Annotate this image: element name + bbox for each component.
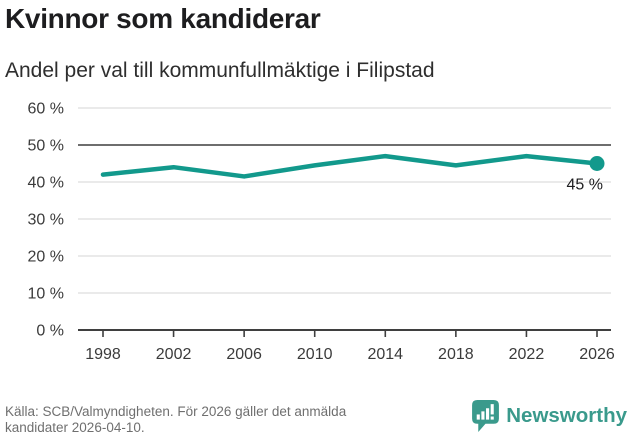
line-chart: 0 % 10 % 20 % 30 % 40 % 50 % 60 % 1998 2002 2006 2… — [28, 101, 615, 364]
badge-exclamation-dot — [490, 416, 495, 420]
y-tick-label: 0 % — [36, 323, 64, 340]
x-tick-label: 2022 — [509, 346, 545, 363]
x-tick-label: 2018 — [438, 346, 474, 363]
y-tick-label: 60 % — [28, 101, 64, 118]
x-tick-label: 2006 — [226, 346, 262, 363]
badge-exclamation-stem — [490, 404, 495, 415]
chart-subtitle: Andel per val till kommunfullmäktige i F… — [5, 59, 435, 82]
y-tick-label: 10 % — [28, 286, 64, 303]
source-note: Källa: SCB/Valmyndigheten. För 2026 gäll… — [5, 404, 346, 436]
x-tick-label: 2010 — [297, 346, 333, 363]
x-tick-label: 2026 — [579, 346, 615, 363]
newsworthy-logo: Newsworthy — [472, 400, 627, 432]
x-tick-label: 2002 — [156, 346, 192, 363]
newsworthy-badge-icon — [472, 400, 500, 432]
y-tick-label: 20 % — [28, 249, 64, 266]
end-point — [589, 156, 605, 171]
x-tick-label: 2014 — [367, 346, 403, 363]
newsworthy-wordmark: Newsworthy — [506, 404, 627, 427]
chart-title: Kvinnor som kandiderar — [5, 3, 321, 34]
y-tick-label: 50 % — [28, 138, 64, 155]
badge-bar-1 — [476, 414, 481, 420]
badge-bubble-shape — [472, 400, 500, 432]
end-point-label: 45 % — [567, 177, 603, 194]
source-line-2: kandidater 2026-04-10. — [5, 420, 145, 435]
data-line — [100, 153, 600, 179]
x-tick-label: 1998 — [85, 346, 121, 363]
source-line-1: Källa: SCB/Valmyndigheten. För 2026 gäll… — [5, 404, 347, 419]
y-tick-label: 30 % — [28, 212, 64, 229]
badge-bar-3 — [486, 408, 490, 420]
y-tick-label: 40 % — [28, 175, 64, 192]
badge-bar-2 — [481, 411, 485, 420]
